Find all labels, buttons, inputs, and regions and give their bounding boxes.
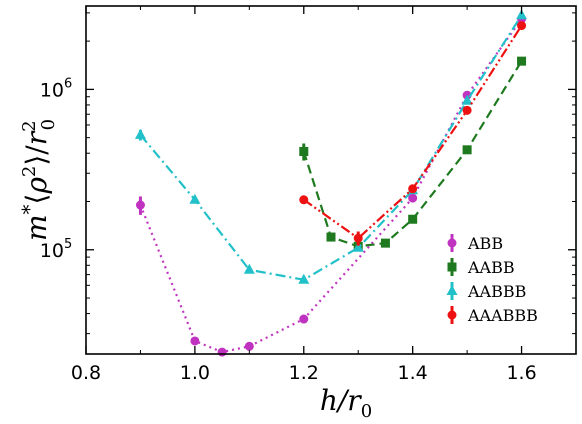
data-point bbox=[462, 145, 472, 155]
x-tick-label: 1.0 bbox=[180, 362, 210, 384]
data-point bbox=[189, 193, 201, 204]
legend-entry-AAABBB: AAABBB bbox=[447, 306, 538, 325]
y-tick-label: 105 bbox=[40, 237, 72, 262]
data-point bbox=[244, 341, 254, 351]
data-point bbox=[352, 241, 364, 252]
legend-label: ABB bbox=[467, 234, 503, 253]
data-point bbox=[298, 273, 310, 284]
data-point bbox=[380, 238, 390, 248]
data-point bbox=[408, 214, 418, 224]
data-point bbox=[408, 193, 418, 203]
x-tick-label: 1.6 bbox=[506, 362, 536, 384]
data-point bbox=[517, 21, 527, 31]
data-point bbox=[134, 128, 146, 139]
y-tick-label: 106 bbox=[40, 76, 72, 101]
data-point bbox=[243, 263, 255, 274]
series-line bbox=[139, 14, 523, 281]
legend-label: AABB bbox=[467, 258, 515, 277]
data-point bbox=[408, 184, 418, 194]
x-tick-label: 1.4 bbox=[398, 362, 428, 384]
data-point bbox=[326, 232, 336, 242]
x-tick-label: 0.8 bbox=[71, 362, 101, 384]
data-point bbox=[353, 233, 363, 243]
legend-entry-AABBB: AABBB bbox=[446, 282, 526, 301]
y-axis-label: m*⟨ρ2⟩/r20 bbox=[17, 119, 59, 241]
legend-swatch-marker bbox=[447, 262, 457, 272]
series-AAABBB bbox=[299, 21, 527, 246]
x-axis-label: h/r0 bbox=[320, 384, 372, 422]
data-point bbox=[516, 9, 528, 20]
legend-swatch-marker bbox=[447, 238, 457, 248]
x-tick-label: 1.2 bbox=[289, 362, 319, 384]
data-point bbox=[461, 94, 473, 105]
data-point bbox=[517, 56, 527, 66]
legend-label: AABBB bbox=[467, 282, 526, 301]
data-point bbox=[462, 105, 472, 115]
legend-label: AAABBB bbox=[467, 306, 538, 325]
data-point bbox=[299, 146, 309, 156]
legend-entry-ABB: ABB bbox=[447, 234, 503, 253]
data-point bbox=[299, 195, 309, 205]
legend: ABB AABB AABBB AAABBB bbox=[446, 234, 538, 325]
data-point bbox=[190, 336, 200, 346]
plot-layer bbox=[134, 9, 528, 357]
data-point bbox=[299, 314, 309, 324]
plot-frame bbox=[85, 5, 577, 355]
legend-swatch-marker bbox=[447, 310, 457, 320]
ticks-layer: 0.8 1.0 1.2 1.4 1.6 105 106 bbox=[40, 6, 576, 384]
legend-entry-AABB: AABB bbox=[447, 258, 515, 277]
legend-swatch-marker bbox=[446, 285, 458, 295]
data-point bbox=[135, 200, 145, 210]
series-line bbox=[303, 24, 523, 240]
series-line bbox=[139, 18, 523, 354]
data-point bbox=[217, 347, 227, 357]
